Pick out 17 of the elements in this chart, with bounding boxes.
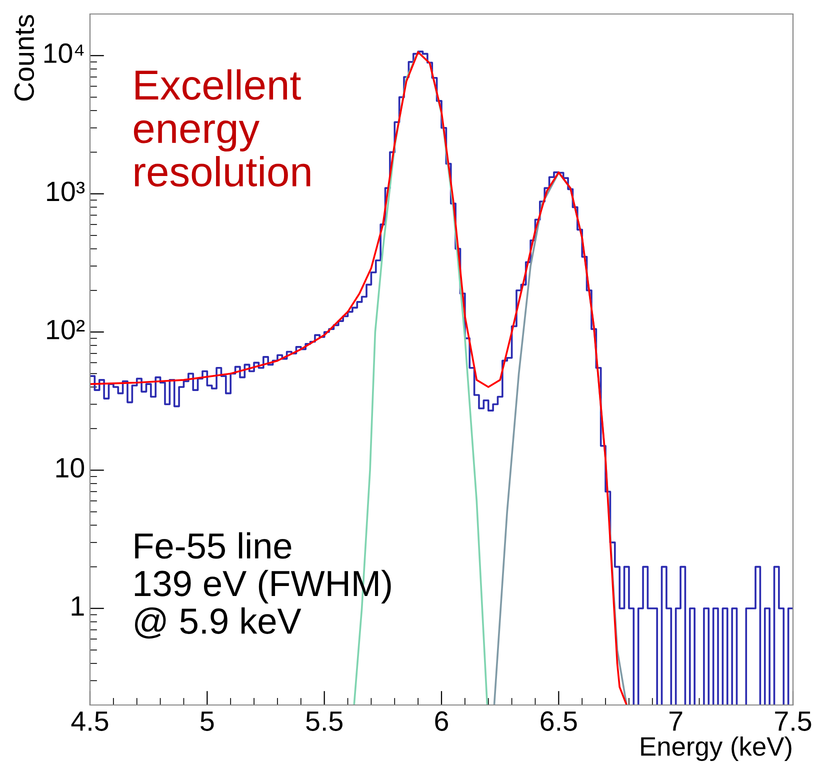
x-axis-title: Energy (keV) xyxy=(641,736,792,762)
x-tick-label: 7 xyxy=(670,712,682,731)
x-tick-label: 4.5 xyxy=(71,712,108,731)
x-tick-label: 6.5 xyxy=(540,711,577,731)
y-axis-title: Counts xyxy=(14,15,34,101)
line-series xyxy=(90,51,628,705)
x-tick-label: 6 xyxy=(435,711,448,731)
x-tick-label: 7.5 xyxy=(775,712,812,731)
y-tick-label: 10 xyxy=(56,458,84,478)
y-tick-label: 1 xyxy=(72,596,84,616)
y-tick-label: 10⁴ xyxy=(44,43,84,64)
y-tick-label: 10² xyxy=(47,320,85,340)
annotation: Excellent energy resolution xyxy=(134,69,310,187)
x-tick-label: 5.5 xyxy=(306,712,342,731)
x-tick-label: 5 xyxy=(200,712,214,731)
y-tick-label: 10³ xyxy=(47,182,85,202)
annotation: Fe-55 line 139 eV (FWHM) @ 5.9 keV xyxy=(134,532,391,639)
